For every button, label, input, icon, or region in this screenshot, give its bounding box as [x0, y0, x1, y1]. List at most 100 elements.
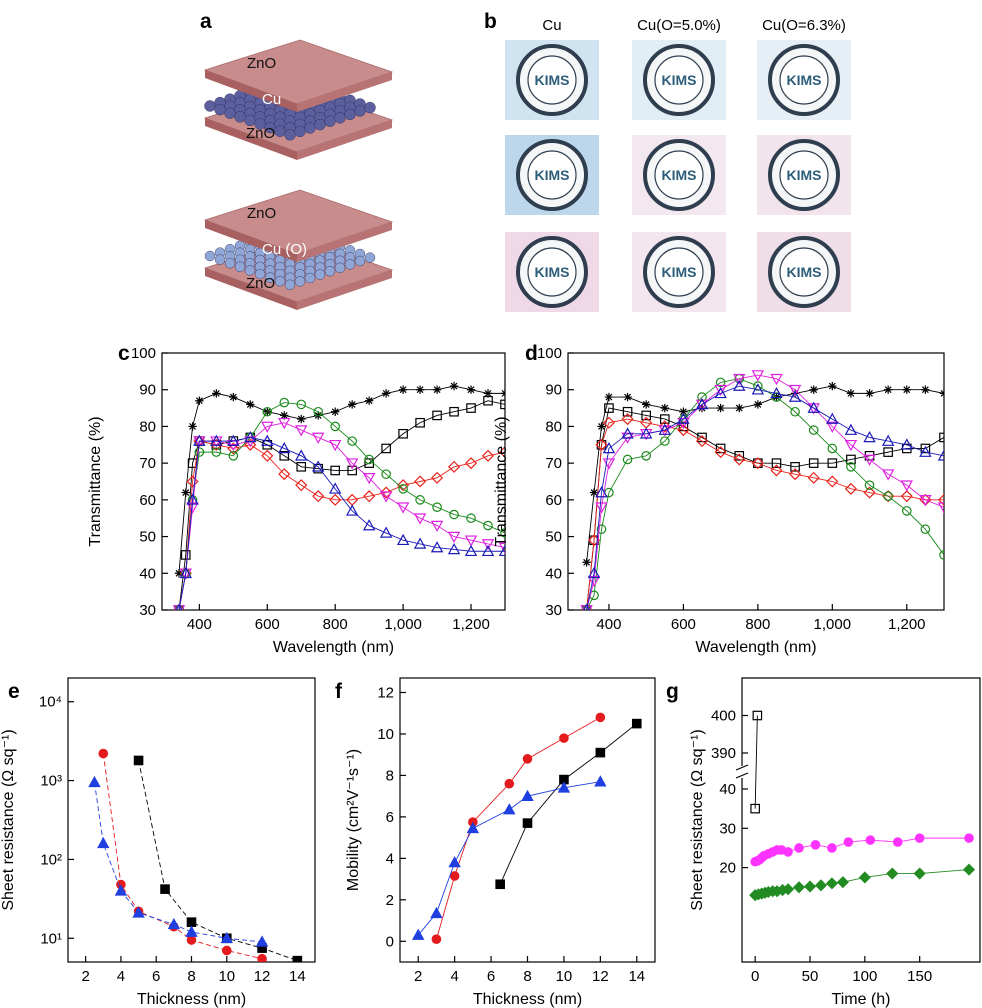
marker [828, 382, 836, 390]
column-header: Cu [542, 17, 561, 34]
y-tick-label: 80 [139, 418, 156, 435]
y-tick-label: 50 [139, 529, 156, 546]
marker [187, 918, 195, 926]
marker [229, 393, 237, 401]
x-tick-label: 8 [187, 968, 195, 985]
layer-label: Cu [262, 91, 281, 108]
x-tick-label: 14 [289, 968, 306, 985]
x-axis-title: Wavelength (nm) [695, 639, 816, 656]
x-tick-label: 6 [152, 968, 160, 985]
x-tick-label: 12 [254, 968, 271, 985]
marker [734, 381, 744, 390]
y-axis-title: Sheet resistance (Ω sq⁻¹) [0, 729, 17, 910]
y-tick-label: 400 [711, 708, 736, 725]
chart: c4006008001,0001,20030405060708090100Wav… [87, 342, 510, 656]
logo-text: KIMS [787, 167, 822, 183]
marker [582, 558, 590, 566]
logo-text: KIMS [662, 167, 697, 183]
x-tick-label: 8 [523, 968, 531, 985]
panel-label: f [335, 680, 343, 703]
plot-area [174, 382, 510, 615]
marker [382, 389, 390, 397]
marker [433, 386, 441, 394]
x-tick-label: 12 [592, 968, 609, 985]
sphere [325, 266, 335, 276]
x-tick-label: 4 [117, 968, 125, 985]
marker [501, 389, 509, 397]
marker [296, 426, 306, 435]
x-tick-label: 150 [907, 968, 932, 985]
axis-break [736, 765, 748, 778]
marker [865, 389, 873, 397]
sphere [215, 104, 226, 115]
panel-label: g [666, 680, 679, 703]
marker [188, 422, 196, 430]
marker [89, 777, 99, 786]
series-line [436, 717, 600, 939]
y-tick-label: 6 [386, 809, 394, 826]
y-tick-label: 70 [139, 455, 156, 472]
sphere [365, 253, 375, 263]
sphere [295, 126, 306, 137]
y-tick-label: 2 [386, 892, 394, 909]
series-line [179, 423, 505, 610]
marker [195, 397, 203, 405]
series-line [179, 441, 505, 610]
layer-label: Cu (O) [262, 241, 307, 258]
marker [642, 400, 650, 408]
y-tick-label: 60 [139, 492, 156, 509]
marker [847, 389, 855, 397]
marker [805, 881, 815, 891]
y-axis-title: Transmittance (%) [87, 416, 104, 546]
y-tick-label: 20 [719, 860, 736, 877]
x-axis-title: Time (h) [832, 991, 891, 1008]
marker [794, 882, 804, 892]
sphere [225, 258, 235, 268]
marker [844, 838, 852, 846]
series-line [587, 379, 944, 610]
marker [365, 397, 373, 405]
x-tick-label: 100 [852, 968, 877, 985]
plot-area [750, 711, 974, 900]
x-tick-label: 2 [81, 968, 89, 985]
panel-label: e [8, 680, 20, 703]
x-axis-title: Thickness (nm) [473, 991, 582, 1008]
marker [467, 386, 475, 394]
y-tick-label: 50 [545, 529, 562, 546]
sphere [315, 270, 325, 280]
plot-area [581, 371, 949, 615]
x-tick-label: 600 [671, 616, 696, 633]
marker [903, 386, 911, 394]
marker [596, 748, 604, 756]
marker [784, 848, 792, 856]
marker [246, 400, 254, 408]
x-tick-label: 6 [487, 968, 495, 985]
marker [887, 868, 897, 878]
marker [212, 389, 220, 397]
sphere [245, 265, 255, 275]
marker [827, 878, 837, 888]
marker [98, 838, 108, 847]
sphere [225, 108, 236, 119]
plot-area [89, 749, 301, 964]
sphere [355, 106, 366, 117]
y-tick-label: 12 [377, 685, 394, 702]
sphere [305, 123, 316, 134]
marker [735, 404, 743, 412]
marker [523, 755, 531, 763]
marker [894, 838, 902, 846]
axis-frame [742, 678, 980, 962]
layer-label: ZnO [247, 55, 276, 72]
series-line [179, 403, 505, 610]
y-axis-title: Transmittance (%) [493, 416, 510, 546]
marker [293, 956, 301, 964]
y-axis-title: Mobility (cm²V⁻¹s⁻¹) [345, 749, 362, 891]
sphere [205, 251, 215, 261]
marker [504, 804, 514, 813]
x-tick-label: 4 [450, 968, 458, 985]
marker [661, 404, 669, 412]
marker [860, 872, 870, 882]
marker [258, 955, 266, 963]
logo-text: KIMS [787, 264, 822, 280]
